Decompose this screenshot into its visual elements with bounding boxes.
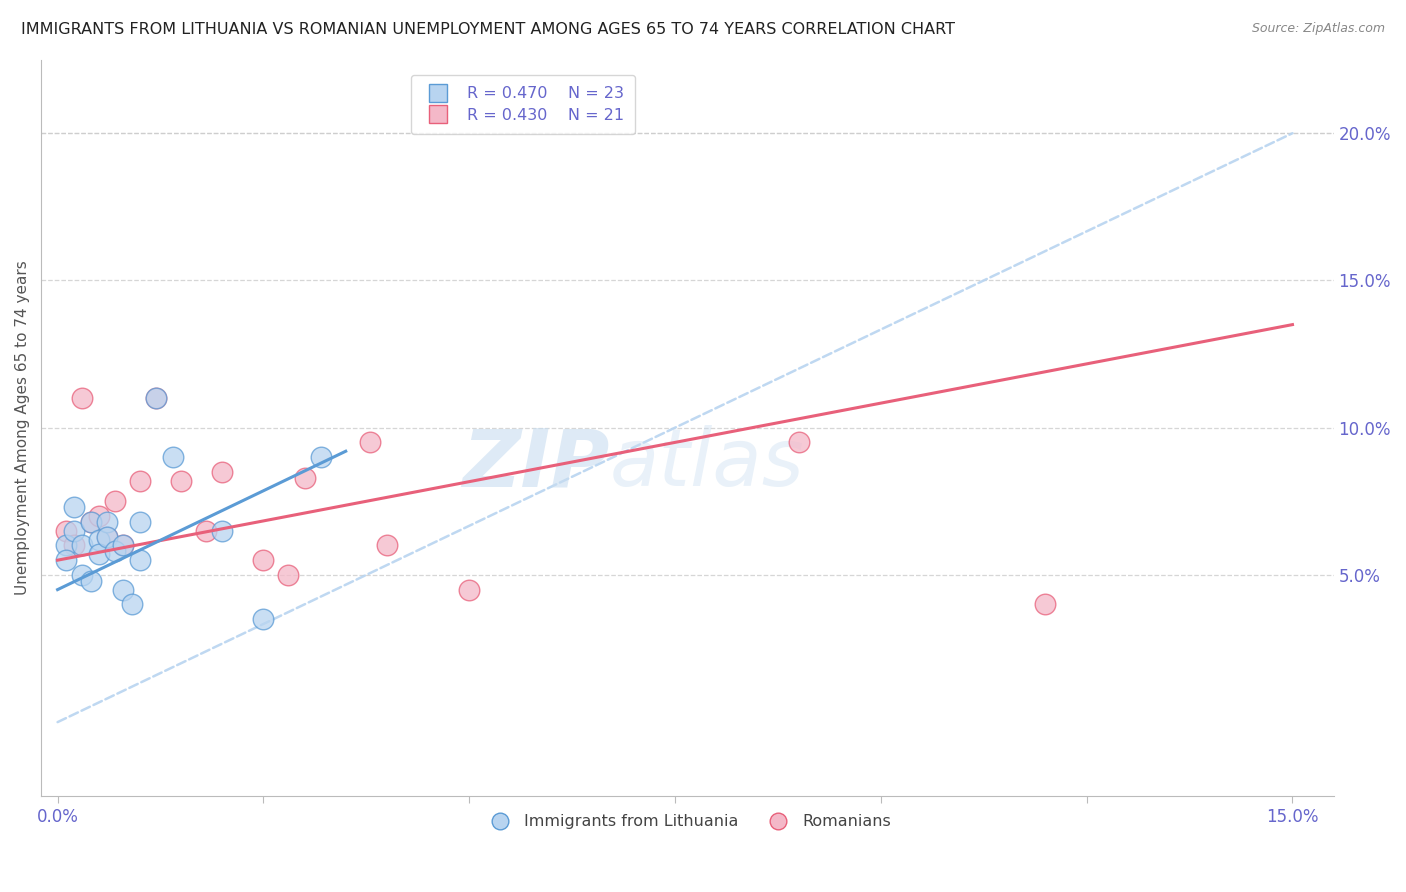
Point (1035, 598, 1057, 612)
Point (104, 544, 127, 558)
Point (96, 530, 118, 544)
Text: ZIP: ZIP (463, 425, 610, 503)
Point (72, 391, 94, 405)
Point (458, 582, 481, 597)
Point (252, 612, 274, 626)
Point (375, 538, 398, 552)
Text: atlas: atlas (610, 425, 804, 503)
Point (129, 515, 152, 529)
Point (79, 515, 101, 529)
Point (145, 391, 167, 405)
Point (129, 474, 152, 488)
Point (129, 553, 152, 567)
Point (87, 547, 110, 561)
Point (252, 553, 274, 567)
Point (162, 450, 184, 464)
Point (112, 582, 135, 597)
Y-axis label: Unemployment Among Ages 65 to 74 years: Unemployment Among Ages 65 to 74 years (15, 260, 30, 595)
Point (72, 538, 94, 552)
Text: Source: ZipAtlas.com: Source: ZipAtlas.com (1251, 22, 1385, 36)
Point (96, 530, 118, 544)
Point (277, 568, 299, 582)
Point (96, 515, 118, 529)
Point (72, 568, 94, 582)
Point (211, 465, 233, 479)
Point (87, 508, 110, 523)
Point (55, 538, 77, 552)
Point (194, 524, 217, 538)
Point (63, 538, 86, 552)
Point (79, 574, 101, 588)
Point (55, 553, 77, 567)
Point (145, 391, 167, 405)
Point (112, 538, 135, 552)
Point (112, 538, 135, 552)
Legend: Immigrants from Lithuania, Romanians: Immigrants from Lithuania, Romanians (478, 808, 897, 836)
Text: IMMIGRANTS FROM LITHUANIA VS ROMANIAN UNEMPLOYMENT AMONG AGES 65 TO 74 YEARS COR: IMMIGRANTS FROM LITHUANIA VS ROMANIAN UN… (21, 22, 955, 37)
Point (79, 515, 101, 529)
Point (104, 494, 127, 508)
Point (87, 533, 110, 547)
Point (121, 598, 143, 612)
Point (63, 524, 86, 538)
Point (63, 500, 86, 515)
Point (294, 471, 316, 485)
Point (309, 450, 332, 464)
Point (359, 435, 381, 450)
Point (787, 435, 810, 450)
Point (170, 474, 193, 488)
Point (55, 524, 77, 538)
Point (211, 524, 233, 538)
